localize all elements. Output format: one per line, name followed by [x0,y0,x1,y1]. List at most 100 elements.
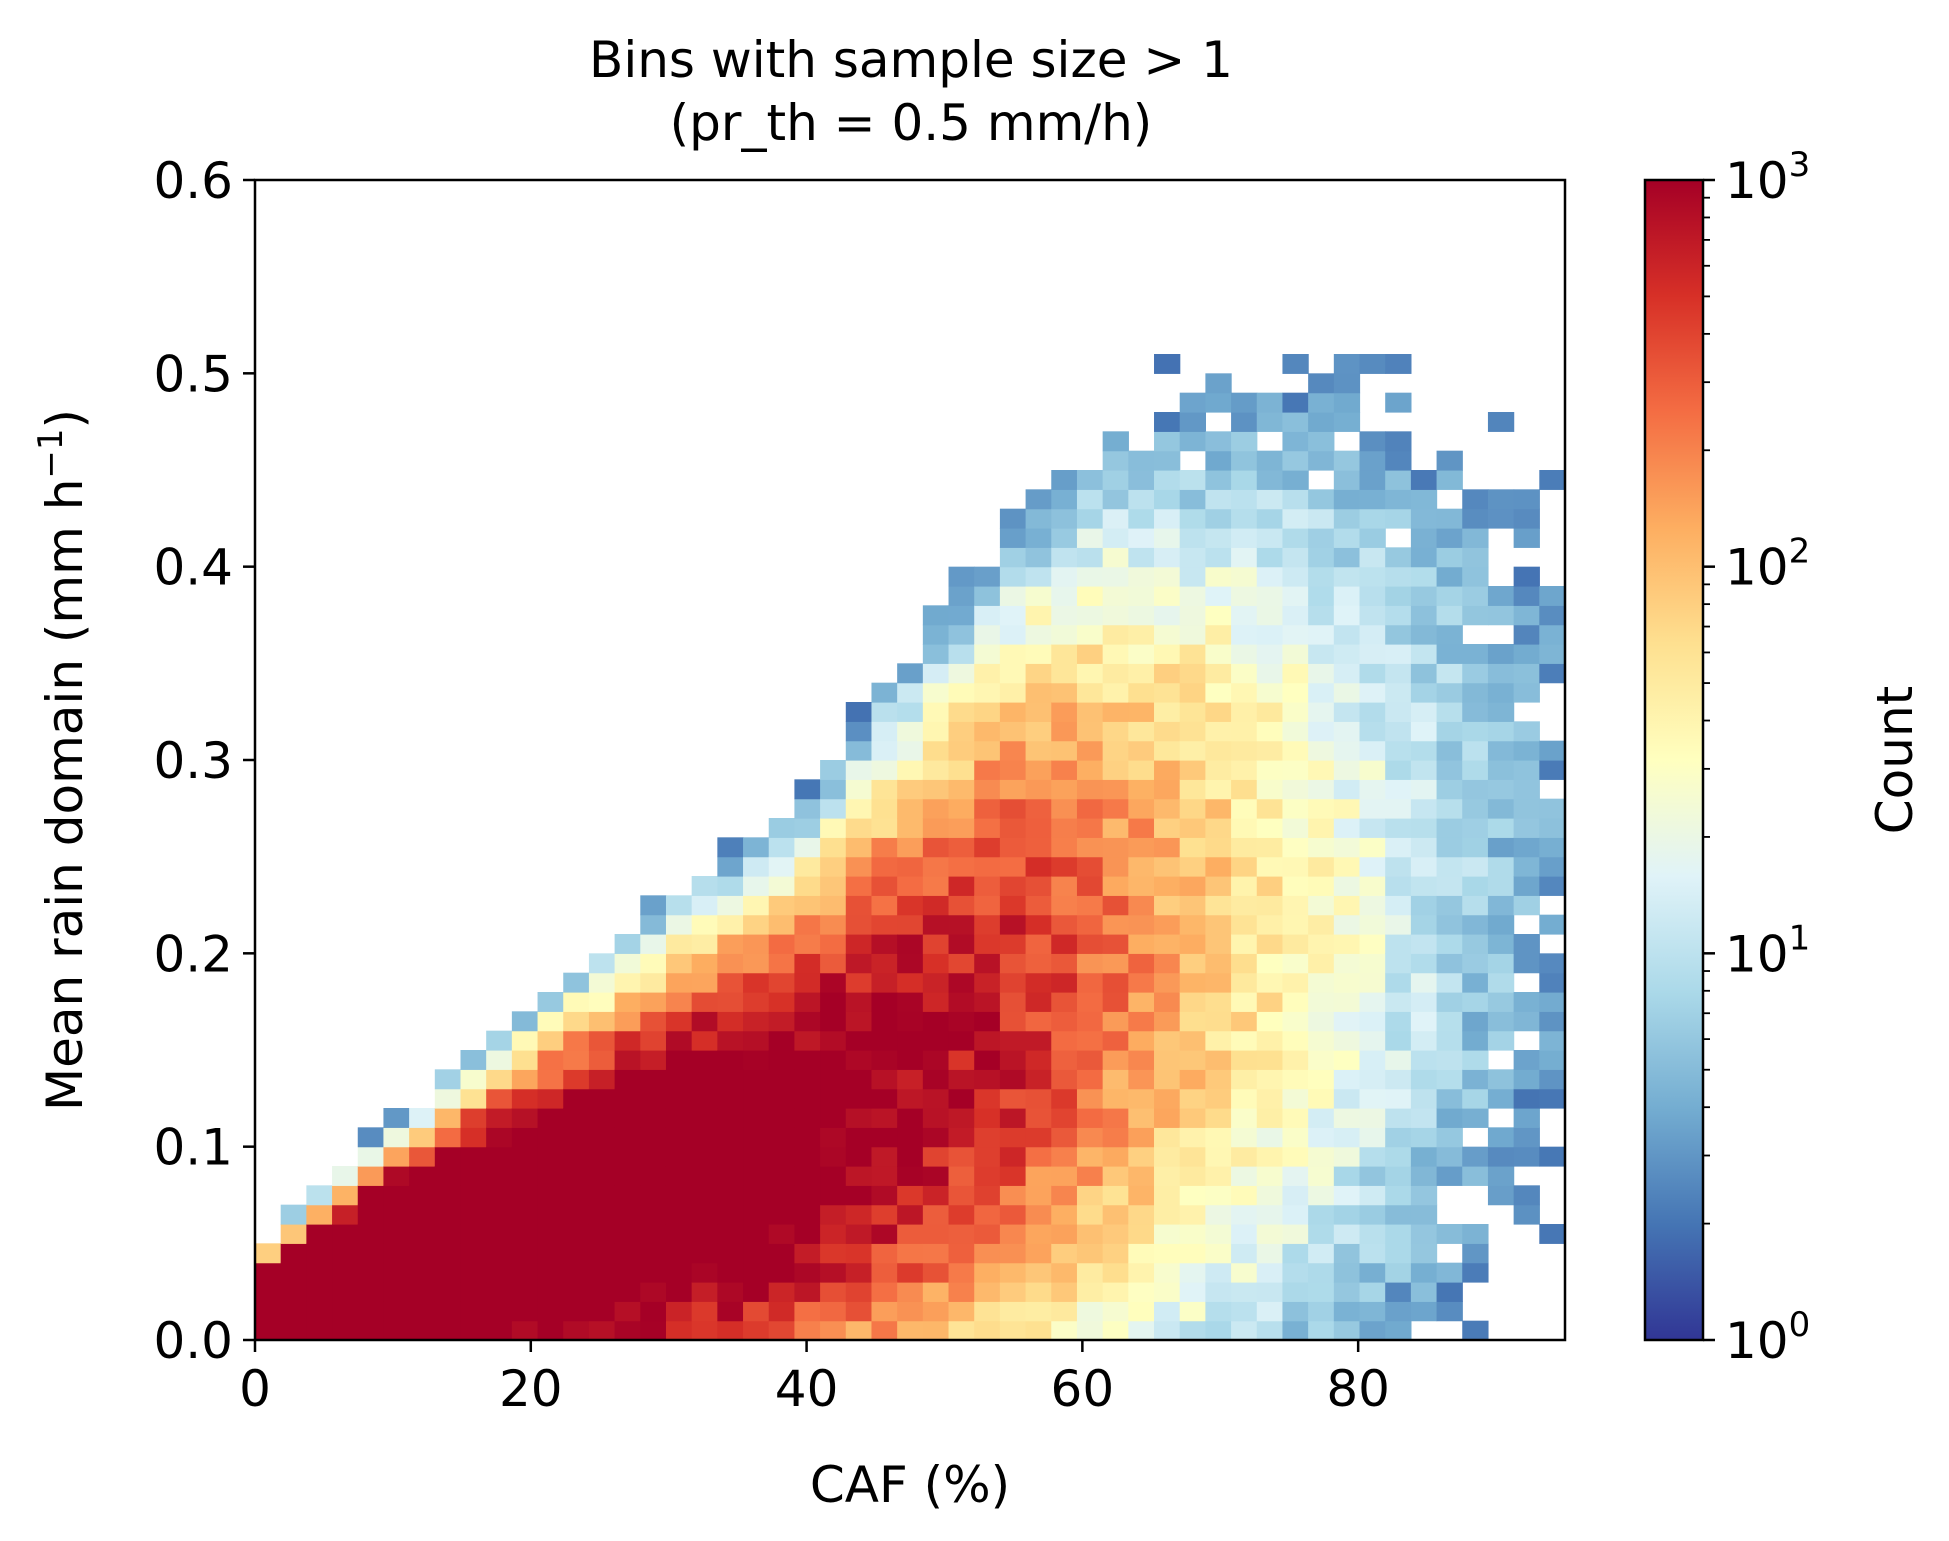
heatmap-cell [1487,1127,1515,1148]
heatmap-cell [1025,1030,1052,1051]
heatmap-cell [332,1185,359,1206]
heatmap-cell [1256,682,1284,703]
heatmap-cell [820,992,847,1012]
heatmap-cell [743,934,770,954]
heatmap-cell [1385,721,1412,742]
heatmap-cell [1128,1282,1155,1302]
heatmap-cell [1256,895,1284,916]
heatmap-cell [1102,1301,1129,1322]
heatmap-cell [1025,1069,1052,1090]
heatmap-cell [306,1224,333,1244]
heatmap-cell [1231,1224,1258,1244]
heatmap-cell [640,1224,667,1244]
heatmap-cell [1410,798,1438,819]
heatmap-cell [1462,818,1489,838]
heatmap-cell [640,1166,667,1186]
heatmap-cell [1359,1320,1386,1341]
heatmap-cell [1025,953,1052,974]
heatmap-cell [1231,934,1258,954]
heatmap-cell [871,1224,898,1244]
heatmap-cell [1205,528,1232,548]
heatmap-cell [1154,914,1181,935]
heatmap-cell [1359,934,1386,954]
heatmap-cell [948,740,975,761]
heatmap-cell [974,702,1001,722]
heatmap-cell [357,1146,385,1167]
heatmap-cell [665,1088,693,1109]
heatmap-cell [434,1127,462,1148]
heatmap-cell [717,876,744,896]
heatmap-cell [1025,1224,1052,1244]
heatmap-cell [743,856,770,877]
heatmap-cell [332,1204,359,1225]
heatmap-cell [1205,702,1232,722]
heatmap-cell [1462,1320,1489,1341]
heatmap-cell [1256,992,1284,1012]
heatmap-cell [1051,1127,1078,1148]
heatmap-cell [1513,624,1540,645]
heatmap-cell [1076,1108,1104,1128]
heatmap-cell [1462,489,1489,510]
heatmap-cell [1076,934,1104,954]
y-tick-label: 0.3 [153,732,233,790]
heatmap-cell [1102,470,1129,490]
heatmap-cell [897,856,924,877]
heatmap-cell [1076,798,1104,819]
heatmap-cell [948,972,975,993]
heatmap-cell [871,779,898,800]
heatmap-cell [563,1050,590,1070]
heatmap-cell [1205,760,1232,780]
heatmap-cell [1359,914,1386,935]
heatmap-cell [1179,1030,1206,1051]
heatmap-cell [1256,508,1284,529]
heatmap-cell [1436,760,1463,780]
heatmap-cell [1205,1069,1232,1090]
heatmap-cell [1462,1050,1489,1070]
heatmap-cell [665,1069,693,1090]
heatmap-cell [974,1320,1001,1341]
heatmap-cell [1154,566,1181,587]
heatmap-cell [1205,740,1232,761]
heatmap-cell [306,1243,333,1264]
heatmap-cell [871,1262,898,1283]
heatmap-cell [1051,470,1078,490]
heatmap-cell [1282,914,1309,935]
heatmap-cell [1333,972,1361,993]
heatmap-cell [1385,837,1412,858]
heatmap-cell [820,1320,847,1341]
heatmap-cell [1333,740,1361,761]
heatmap-cell [897,1224,924,1244]
heatmap-cell [1231,682,1258,703]
heatmap-cell [1231,914,1258,935]
heatmap-cell [717,934,744,954]
heatmap-cell [1154,605,1181,626]
heatmap-cell [1231,818,1258,838]
heatmap-cell [1410,992,1438,1012]
heatmap-cell [1154,953,1181,974]
colorbar-tick-label: 103 [1725,145,1810,210]
heatmap-cell [1025,934,1052,954]
heatmap-cell [1102,992,1129,1012]
heatmap-cell [897,740,924,761]
heatmap-cell [460,1262,487,1283]
heatmap-cell [974,972,1001,993]
heatmap-cell [1513,1108,1540,1128]
heatmap-cell [1076,1282,1104,1302]
heatmap-cell [897,702,924,722]
heatmap-cell [691,1011,718,1032]
heatmap-cell [1308,972,1335,993]
heatmap-cell [974,876,1001,896]
heatmap-cell [871,856,898,877]
heatmap-cell [1205,663,1232,684]
heatmap-cell [1102,682,1129,703]
heatmap-cell [1462,856,1489,877]
heatmap-cell [999,1262,1027,1283]
heatmap-cell [1410,1243,1438,1264]
heatmap-cell [665,1282,693,1302]
heatmap-cell [1410,837,1438,858]
heatmap-cell [1487,1166,1515,1186]
heatmap-cell [1436,856,1463,877]
heatmap-cell [1051,566,1078,587]
heatmap-cell [1205,779,1232,800]
heatmap-cell [1231,1282,1258,1302]
